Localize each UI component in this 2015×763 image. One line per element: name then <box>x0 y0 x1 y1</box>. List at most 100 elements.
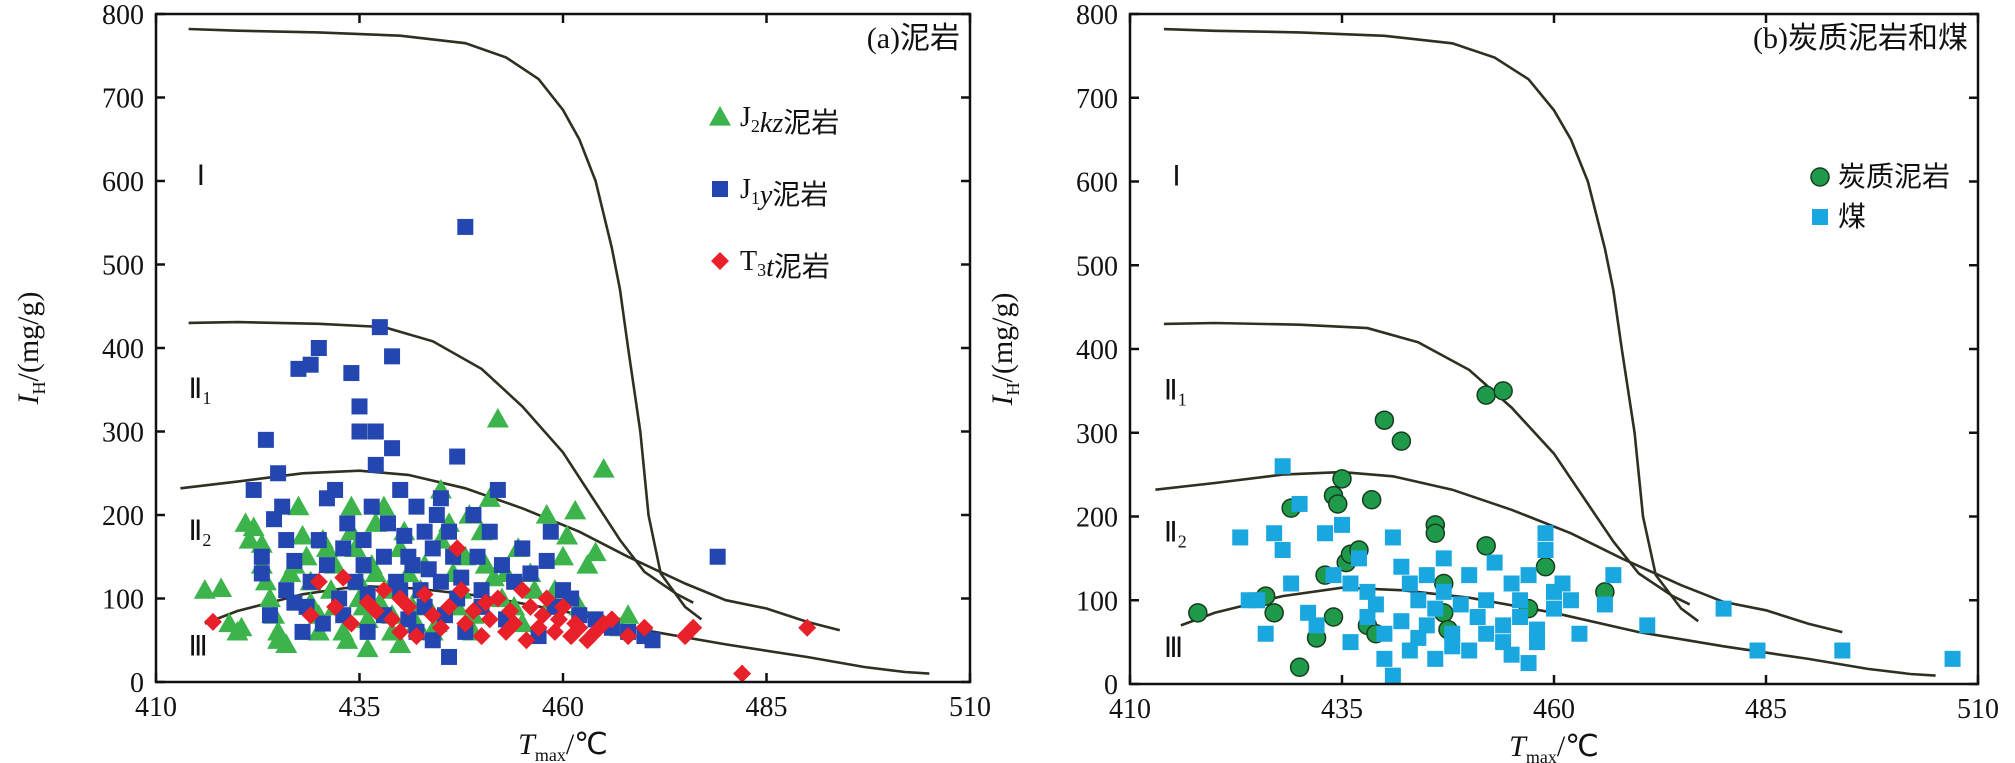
data-point <box>1452 596 1469 613</box>
x-axis-label: Tmax/℃ <box>1509 730 1599 763</box>
data-point <box>453 569 470 586</box>
data-point <box>367 423 384 440</box>
x-tick-label: 510 <box>949 692 991 723</box>
data-point <box>326 597 345 616</box>
data-point <box>420 561 437 578</box>
data-point <box>448 539 467 558</box>
data-point <box>1317 525 1334 542</box>
y-tick-label: 100 <box>102 585 144 616</box>
data-point <box>1834 642 1851 659</box>
data-point <box>428 507 445 523</box>
data-point <box>351 398 368 415</box>
data-point <box>481 523 498 540</box>
data-point <box>1605 567 1622 584</box>
data-point <box>1435 550 1452 567</box>
data-point <box>1274 542 1291 558</box>
data-point <box>318 557 335 574</box>
legend-entry-label: J1y泥岩 <box>740 174 828 211</box>
data-point <box>342 614 361 633</box>
data-point <box>1503 575 1520 592</box>
region-label: Ⅱ1 <box>189 374 212 408</box>
data-point <box>359 623 376 640</box>
data-point <box>396 527 413 544</box>
panel-title: (a)泥岩 <box>867 22 960 55</box>
data-point <box>514 540 531 557</box>
data-point <box>339 515 356 532</box>
data-point <box>404 557 421 574</box>
data-point <box>1334 516 1350 533</box>
data-point <box>1384 529 1401 546</box>
data-point <box>301 606 320 625</box>
data-point <box>1546 600 1562 617</box>
data-point <box>592 458 615 478</box>
data-point <box>570 618 589 637</box>
data-point <box>1342 634 1359 651</box>
data-point <box>538 552 555 569</box>
region-label: Ⅱ2 <box>1164 518 1187 552</box>
data-point <box>203 612 222 631</box>
y-tick-label: 700 <box>1076 84 1118 115</box>
data-point <box>424 632 441 649</box>
data-point <box>441 648 458 665</box>
data-point <box>1401 575 1418 592</box>
data-point <box>389 633 412 654</box>
data-point <box>469 548 486 565</box>
data-point <box>1715 600 1732 617</box>
data-point <box>1749 642 1766 659</box>
data-point <box>1639 617 1656 634</box>
data-point <box>478 487 501 507</box>
data-point <box>1427 650 1444 667</box>
y-tick-label: 500 <box>1076 251 1118 282</box>
data-point <box>1537 542 1554 558</box>
data-point <box>1444 625 1461 642</box>
kerogen-boundary-curve <box>1163 321 1691 606</box>
data-point <box>1391 431 1412 451</box>
data-point <box>193 579 216 599</box>
data-point <box>245 481 262 498</box>
data-point <box>576 554 599 574</box>
data-point <box>513 581 532 600</box>
y-tick-label: 600 <box>102 167 144 198</box>
data-point <box>456 614 475 633</box>
data-point <box>1350 550 1367 567</box>
data-point <box>1427 600 1444 617</box>
data-point <box>552 545 574 566</box>
data-point <box>1469 609 1486 625</box>
data-point <box>1461 567 1478 584</box>
data-point <box>501 602 520 621</box>
data-point <box>1401 642 1418 659</box>
data-point <box>1367 596 1384 613</box>
data-point <box>1596 596 1613 613</box>
data-point <box>270 465 287 482</box>
data-point <box>1376 625 1393 642</box>
data-point <box>399 597 418 616</box>
data-point <box>493 557 510 574</box>
data-point <box>521 597 540 616</box>
data-point <box>1289 657 1310 677</box>
data-point <box>374 581 393 600</box>
data-point <box>644 632 661 649</box>
data-point <box>302 356 319 373</box>
data-point <box>1435 583 1452 600</box>
data-point <box>1323 607 1344 627</box>
data-point <box>1478 592 1495 609</box>
data-point <box>1520 567 1537 584</box>
data-point <box>1274 458 1291 475</box>
data-point <box>533 606 552 625</box>
data-point <box>480 610 499 629</box>
data-point <box>379 515 396 532</box>
y-tick-label: 800 <box>102 0 144 31</box>
data-point <box>290 360 307 377</box>
region-label: Ⅱ1 <box>1164 375 1187 409</box>
data-point <box>602 610 621 629</box>
data-point <box>1410 629 1427 646</box>
data-point <box>1486 554 1503 571</box>
data-point <box>364 562 387 583</box>
data-point <box>474 554 497 574</box>
x-tick-label: 435 <box>1321 694 1363 725</box>
data-point <box>1520 655 1537 672</box>
data-point <box>356 608 379 628</box>
kerogen-boundary-curve <box>1155 470 1843 634</box>
data-point <box>1425 523 1446 543</box>
series-diamond-points <box>203 539 817 683</box>
